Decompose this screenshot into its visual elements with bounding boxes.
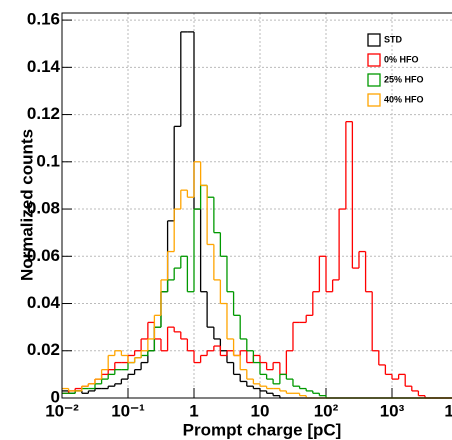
x-tick-label: 10 [251,401,270,420]
x-tick-label: 10⁻¹ [111,401,145,420]
legend-label: 25% HFO [384,74,424,84]
y-tick-label: 0.1 [36,151,60,170]
legend-swatch [367,93,381,107]
legend-label: 0% HFO [384,54,419,64]
y-tick-label: 0.02 [27,340,60,359]
legend-swatch [367,33,381,47]
y-tick-label: 0.08 [27,199,60,218]
legend-swatch [367,73,381,87]
y-tick-label: 0.14 [27,57,61,76]
y-tick-label: 0.12 [27,104,60,123]
legend-swatch [367,53,381,67]
plot-frame [61,12,452,399]
y-tick-label: 0.16 [27,10,60,29]
x-tick-label: 10⁻² [45,401,79,420]
legend-label: STD [384,34,403,44]
x-tick-label: 10⁴ [444,401,452,420]
x-tick-label: 10³ [380,401,405,420]
y-tick-label: 0.06 [27,246,60,265]
y-tick-label: 0 [51,387,60,406]
x-axis-title: Prompt charge [pC] [183,420,342,439]
y-tick-label: 0.04 [27,293,61,312]
x-tick-label: 1 [189,401,198,420]
y-axis-title: Normalized counts [17,129,36,281]
legend-label: 40% HFO [384,94,424,104]
x-tick-label: 10² [314,401,339,420]
